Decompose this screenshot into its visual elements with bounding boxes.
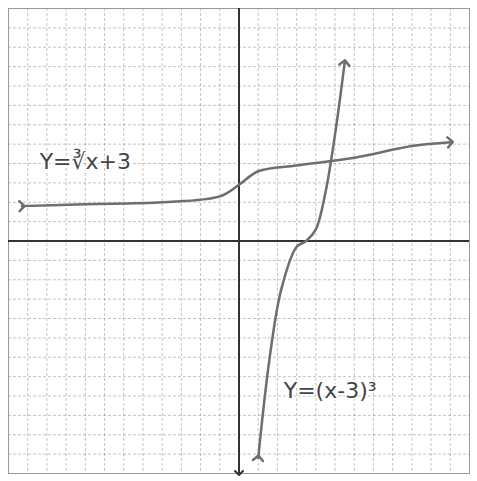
svg-text:Y=∛x+3: Y=∛x+3 [39, 148, 131, 174]
svg-text:Y=(x-3)³: Y=(x-3)³ [283, 378, 377, 403]
